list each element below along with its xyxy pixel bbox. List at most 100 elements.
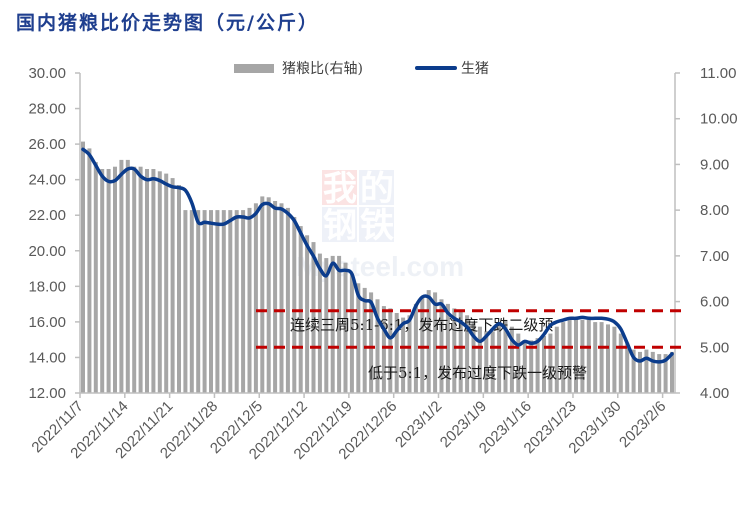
bar <box>586 319 591 393</box>
bar <box>452 308 457 393</box>
bar <box>618 333 623 393</box>
bar <box>260 196 265 393</box>
bar <box>369 292 374 393</box>
bar <box>145 169 149 393</box>
bar <box>612 326 617 393</box>
watermark-char: 铁 <box>360 206 394 246</box>
bar <box>119 159 124 393</box>
bar <box>292 217 297 393</box>
bar <box>273 201 278 393</box>
bar <box>445 303 450 393</box>
bar <box>529 340 534 393</box>
y-right-tick-label: 10.00 <box>700 111 738 128</box>
legend-bar-swatch <box>234 63 274 73</box>
legend-line-swatch <box>414 66 457 70</box>
bar <box>375 299 380 393</box>
bar <box>593 322 598 393</box>
bar <box>183 210 188 393</box>
watermark-char: 钢 <box>323 206 357 246</box>
y-right-tick-label: 6.00 <box>700 294 729 311</box>
bar-series-pig-grain-ratio <box>81 141 674 393</box>
y-right-tick-label: 8.00 <box>700 202 729 219</box>
bar <box>170 178 175 393</box>
bar <box>599 322 604 393</box>
bar <box>574 319 578 393</box>
bar <box>311 242 316 393</box>
bar <box>356 283 361 393</box>
bar <box>151 169 156 393</box>
bar <box>305 235 310 393</box>
bar <box>535 338 540 393</box>
bar <box>554 326 559 393</box>
bar <box>490 331 495 393</box>
bar <box>433 292 438 393</box>
bar <box>157 171 162 393</box>
bar <box>413 303 418 393</box>
y-left-tick-label: 20.00 <box>28 243 66 260</box>
legend-line-label: 生猪 <box>460 61 489 77</box>
annotation-upper: 连续三周5:1-6:1，发布过度下跌二级预 <box>290 316 553 334</box>
bar <box>324 258 329 393</box>
watermark-char: 的 <box>360 169 394 209</box>
bar <box>606 324 610 393</box>
bar <box>164 173 169 393</box>
bar <box>567 319 572 393</box>
y-left-tick-label: 30.00 <box>28 65 66 82</box>
bar <box>138 166 143 393</box>
bar <box>394 313 399 393</box>
bar <box>87 148 92 393</box>
y-left-tick-label: 12.00 <box>28 385 66 402</box>
bar <box>228 210 233 393</box>
bar <box>189 210 194 393</box>
bar <box>330 255 335 393</box>
bar <box>484 331 489 393</box>
bar <box>285 207 290 393</box>
annotation-lower: 低于5:1，发布过度下跌一级预警 <box>368 364 587 382</box>
bar <box>100 169 105 393</box>
y-right-tick-label: 9.00 <box>700 156 729 173</box>
bar <box>215 210 220 393</box>
bar <box>420 297 425 393</box>
bar <box>177 185 181 393</box>
x-tick-label: 2023/1/2 <box>392 398 445 451</box>
bar <box>132 166 137 393</box>
legend-bar-label: 猪粮比(右轴) <box>282 61 363 77</box>
bar <box>631 349 636 393</box>
bar <box>522 340 527 393</box>
bar <box>337 255 342 393</box>
y-left-tick-label: 22.00 <box>28 207 66 224</box>
bar <box>241 210 246 393</box>
watermark-char: 我 <box>323 169 357 209</box>
y-left-tick-label: 26.00 <box>28 136 66 153</box>
bar <box>644 349 649 393</box>
bar <box>516 333 521 393</box>
bar <box>657 354 662 393</box>
bar <box>471 322 476 393</box>
bar <box>253 203 258 393</box>
bar <box>266 197 271 393</box>
bar <box>93 162 98 393</box>
bar <box>458 310 463 393</box>
bar <box>509 326 514 393</box>
legend: 猪粮比(右轴) 生猪 <box>234 58 489 78</box>
bar <box>625 342 630 393</box>
bar <box>477 326 482 393</box>
bar <box>465 315 470 393</box>
bar <box>580 319 585 393</box>
bar <box>362 287 367 393</box>
bar <box>196 210 201 393</box>
bar <box>209 210 213 393</box>
y-left-tick-label: 24.00 <box>28 172 66 189</box>
y-right-tick-label: 7.00 <box>700 248 729 265</box>
bar <box>663 354 668 393</box>
bar <box>381 306 386 393</box>
bar <box>401 317 406 393</box>
bar <box>106 169 111 393</box>
bar <box>426 290 431 393</box>
bar <box>650 351 655 393</box>
bar <box>343 262 348 393</box>
bar <box>638 351 642 393</box>
y-right-tick-label: 5.00 <box>700 339 729 356</box>
